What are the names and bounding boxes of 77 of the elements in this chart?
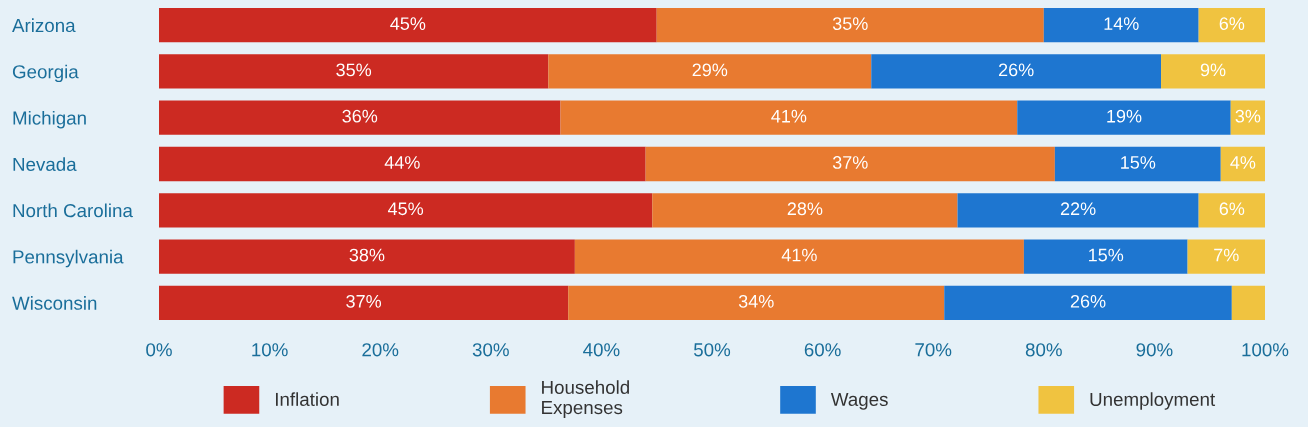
y-tick-label: Michigan	[13, 110, 86, 129]
data-label: 35%	[832, 17, 868, 30]
x-tick-label: 30%	[472, 343, 509, 357]
bar	[159, 100, 561, 135]
y-tick-label: Wisconsin	[12, 296, 97, 310]
data-label: 41%	[781, 248, 817, 262]
data-label: 6%	[1219, 202, 1245, 216]
bar	[871, 54, 1162, 89]
legend-label: Unemployment	[1090, 392, 1216, 410]
data-label: 3%	[1235, 109, 1261, 123]
x-tick-label: 70%	[915, 343, 952, 357]
x-tick-label: 40%	[583, 343, 620, 357]
bar	[957, 193, 1199, 228]
y-tick-label: Pennsylvania	[13, 249, 124, 268]
bar	[574, 239, 1024, 274]
data-label: 15%	[1089, 248, 1124, 262]
bar	[560, 100, 1018, 135]
bar	[159, 239, 575, 274]
x-tick-label: 10%	[252, 343, 288, 357]
bar	[944, 285, 1232, 320]
y-tick-label: North Carolina	[13, 203, 133, 218]
data-label: 26%	[998, 63, 1034, 77]
data-label: 15%	[1121, 156, 1156, 169]
data-label: 26%	[1070, 294, 1106, 308]
bar	[1231, 285, 1265, 320]
bar	[159, 146, 646, 182]
legend-label: Wages	[830, 392, 888, 410]
bar	[1023, 239, 1188, 274]
data-label: 9%	[1200, 63, 1226, 77]
x-tick-label: 0%	[146, 343, 172, 357]
data-label: 44%	[384, 156, 420, 169]
bar	[159, 8, 657, 43]
bar	[548, 54, 872, 89]
data-label: 37%	[832, 156, 868, 169]
x-tick-label: 60%	[804, 343, 841, 357]
bar	[1161, 54, 1265, 89]
data-label: 29%	[692, 63, 728, 77]
bar	[645, 146, 1055, 182]
bar	[652, 193, 958, 228]
legend-label: Household Expenses	[542, 380, 629, 418]
x-tick-label: 100%	[1242, 343, 1289, 357]
bar	[1017, 100, 1231, 135]
y-tick-label: Arizona	[12, 18, 76, 33]
bar	[656, 8, 1044, 43]
data-label: 6%	[1219, 17, 1245, 30]
bar	[568, 285, 945, 320]
data-label: 36%	[342, 109, 378, 123]
y-tick-label: Nevada	[13, 157, 77, 171]
bar	[1198, 8, 1265, 43]
data-label: 14%	[1104, 17, 1139, 30]
x-tick-label: 20%	[362, 343, 399, 357]
bar	[159, 193, 653, 228]
bar	[1230, 100, 1265, 135]
data-label: 38%	[349, 248, 385, 262]
x-tick-label: 90%	[1136, 343, 1173, 357]
data-label: 37%	[346, 294, 382, 308]
legend-label: Inflation	[275, 392, 339, 407]
bar	[1198, 193, 1265, 228]
data-label: 7%	[1214, 248, 1239, 262]
x-tick-label: 50%	[693, 343, 731, 357]
y-tick-label: Georgia	[12, 64, 79, 83]
data-label: 19%	[1107, 109, 1142, 123]
data-label: 35%	[336, 63, 372, 77]
data-label: 34%	[738, 294, 774, 308]
bar	[1187, 239, 1265, 274]
x-tick-label: 80%	[1025, 343, 1062, 357]
data-label: 22%	[1060, 202, 1096, 216]
bar	[1054, 146, 1221, 182]
data-label: 4%	[1230, 156, 1256, 169]
bar	[1220, 146, 1265, 182]
data-label: 45%	[387, 202, 424, 216]
bar	[159, 285, 569, 320]
bar	[159, 54, 549, 89]
data-label: 45%	[390, 17, 426, 30]
bar	[1043, 8, 1199, 43]
data-label: 28%	[787, 202, 823, 216]
data-label: 41%	[771, 109, 807, 123]
